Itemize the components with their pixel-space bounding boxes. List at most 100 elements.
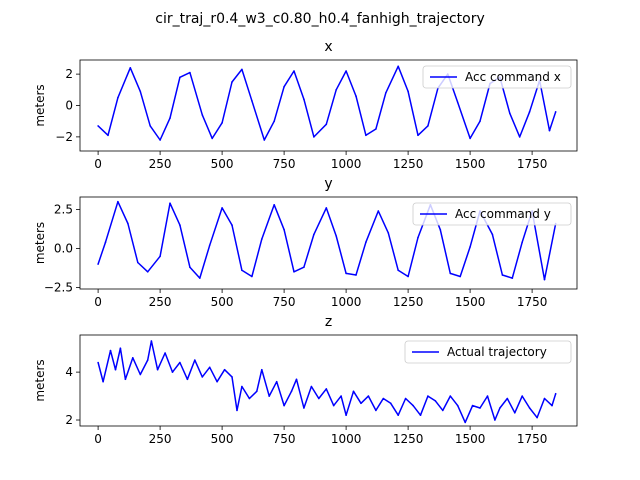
data-point [139, 373, 142, 376]
x-tick-label: 500 [211, 157, 234, 171]
data-point [146, 359, 149, 361]
data-point [345, 272, 347, 275]
legend: Acc command x [422, 65, 572, 89]
data-point [261, 368, 263, 371]
data-point [332, 404, 335, 407]
data-point [149, 125, 151, 127]
subplot-title: x [324, 39, 332, 55]
data-point [543, 278, 546, 281]
data-point [119, 347, 122, 350]
data-point [501, 274, 504, 276]
data-point [375, 128, 377, 130]
data-point [471, 404, 474, 407]
data-point [365, 241, 367, 243]
data-point [528, 111, 531, 113]
data-point [194, 359, 196, 361]
data-point [303, 266, 305, 269]
data-point [479, 407, 481, 409]
data-point [551, 404, 553, 407]
data-point [459, 275, 462, 278]
data-point [419, 414, 422, 417]
data-point [241, 68, 243, 71]
x-tick-label: 1500 [455, 432, 486, 446]
data-point [417, 134, 419, 137]
data-point [365, 134, 367, 137]
y-tick-label: −2 [55, 130, 73, 144]
data-point [263, 139, 266, 141]
data-point [199, 277, 201, 279]
data-point [345, 70, 347, 72]
data-point [355, 274, 357, 276]
data-point [427, 395, 429, 397]
y-tick-label: 2 [65, 413, 73, 427]
data-point [387, 232, 390, 234]
x-tick-label: 500 [211, 432, 234, 446]
data-point [303, 98, 305, 100]
data-point [248, 397, 251, 400]
data-point [211, 137, 213, 140]
subplot-title: z [325, 314, 332, 330]
x-tick-label: 1000 [331, 157, 362, 171]
data-point [486, 395, 489, 397]
data-point [275, 380, 278, 383]
data-point [325, 388, 328, 390]
data-point [293, 271, 295, 273]
data-point [164, 352, 166, 354]
data-point [407, 90, 409, 93]
data-point [521, 395, 523, 397]
data-point [273, 120, 276, 122]
x-tick-label: 750 [273, 157, 296, 171]
x-tick-label: 750 [273, 432, 296, 446]
data-point [251, 275, 253, 278]
data-point [201, 376, 204, 378]
data-point [102, 380, 104, 383]
data-point [139, 90, 142, 93]
data-point [397, 269, 400, 272]
data-point [325, 123, 328, 126]
data-point [442, 409, 444, 412]
data-point [397, 414, 400, 417]
series-line-acc-command-x [97, 65, 557, 141]
legend: Acc command y [412, 202, 572, 226]
data-point [189, 71, 191, 74]
data-point [407, 275, 409, 278]
legend-box [422, 65, 572, 89]
axes-frame [79, 334, 578, 427]
data-point [479, 120, 481, 122]
data-point [104, 241, 107, 243]
data-point [389, 402, 392, 405]
data-point [439, 228, 442, 231]
data-point [543, 397, 546, 400]
axes-frame [79, 196, 578, 290]
data-point [221, 207, 223, 209]
data-point [109, 349, 112, 352]
data-point [536, 416, 538, 419]
data-point [117, 200, 119, 203]
y-tick-label: −2.5 [44, 280, 73, 294]
data-point [97, 361, 99, 364]
x-tick-label: 1000 [331, 295, 362, 309]
data-point [293, 70, 295, 72]
x-tick-label: 1250 [393, 432, 424, 446]
data-point [137, 261, 139, 264]
data-point [179, 224, 181, 226]
data-point [506, 397, 509, 400]
data-point [146, 271, 149, 273]
data-point [521, 241, 523, 243]
data-point [186, 378, 189, 381]
subplot-z: z meters 0 250 500 750 1000 1250 1500 1750 2 4 Actua… [33, 314, 578, 446]
subplot-x: x meters 0 250 500 750 1000 1250 1500 1750 −2 0 2 Acc… [33, 39, 578, 171]
data-point [179, 76, 181, 79]
data-point [231, 224, 233, 226]
data-point [97, 263, 99, 265]
x-tick-label: 500 [211, 295, 234, 309]
data-point [412, 404, 414, 407]
data-point [449, 272, 452, 275]
data-point [509, 112, 511, 115]
data-point [491, 233, 494, 236]
data-point [159, 139, 161, 141]
data-point [290, 390, 293, 393]
data-point [518, 136, 521, 138]
y-axis-label: meters [33, 359, 47, 401]
